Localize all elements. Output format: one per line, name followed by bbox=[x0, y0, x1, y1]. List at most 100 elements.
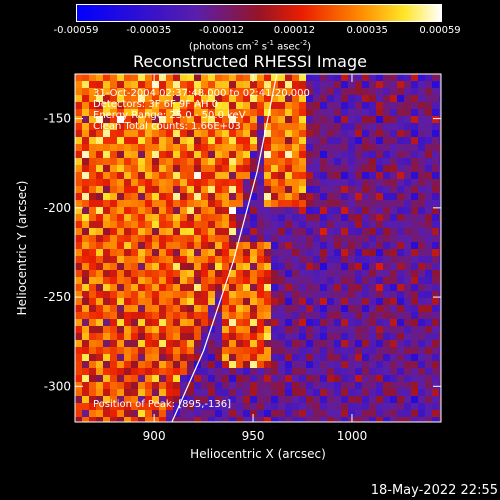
heatmap-cell bbox=[96, 291, 103, 298]
heatmap-cell bbox=[194, 326, 201, 333]
heatmap-cell bbox=[166, 214, 173, 221]
heatmap-cell bbox=[439, 74, 441, 81]
heatmap-cell bbox=[327, 410, 334, 417]
heatmap-cell bbox=[271, 88, 278, 95]
heatmap-cell bbox=[75, 319, 82, 326]
heatmap-cell bbox=[236, 361, 243, 368]
heatmap-cell bbox=[362, 382, 369, 389]
heatmap-cell bbox=[187, 361, 194, 368]
heatmap-cell bbox=[383, 165, 390, 172]
heatmap-cell bbox=[110, 361, 117, 368]
heatmap-cell bbox=[292, 165, 299, 172]
heatmap-cell bbox=[327, 319, 334, 326]
heatmap-cell bbox=[271, 207, 278, 214]
heatmap-cell bbox=[222, 403, 229, 410]
heatmap-cell bbox=[159, 158, 166, 165]
heatmap-cell bbox=[159, 123, 166, 130]
heatmap-cell bbox=[243, 165, 250, 172]
heatmap-cell bbox=[229, 102, 236, 109]
heatmap-cell bbox=[425, 361, 432, 368]
heatmap-cell bbox=[369, 410, 376, 417]
heatmap-cell bbox=[124, 249, 131, 256]
heatmap-cell bbox=[278, 109, 285, 116]
heatmap-cell bbox=[110, 172, 117, 179]
heatmap-cell bbox=[103, 277, 110, 284]
heatmap-cell bbox=[96, 123, 103, 130]
heatmap-cell bbox=[404, 375, 411, 382]
heatmap-cell bbox=[362, 340, 369, 347]
heatmap-cell bbox=[180, 277, 187, 284]
heatmap-cell bbox=[411, 102, 418, 109]
heatmap-cell bbox=[194, 375, 201, 382]
heatmap-cell bbox=[89, 319, 96, 326]
heatmap-cell bbox=[166, 109, 173, 116]
heatmap-cell bbox=[334, 221, 341, 228]
heatmap-cell bbox=[390, 333, 397, 340]
heatmap-cell bbox=[236, 284, 243, 291]
heatmap-cell bbox=[194, 333, 201, 340]
heatmap-cell bbox=[222, 312, 229, 319]
heatmap-cell bbox=[124, 221, 131, 228]
heatmap-cell bbox=[215, 305, 222, 312]
heatmap-cell bbox=[96, 326, 103, 333]
heatmap-cell bbox=[82, 130, 89, 137]
heatmap-cell bbox=[110, 347, 117, 354]
heatmap-cell bbox=[82, 284, 89, 291]
heatmap-cell bbox=[397, 291, 404, 298]
heatmap-cell bbox=[243, 242, 250, 249]
heatmap-cell bbox=[390, 410, 397, 417]
heatmap-cell bbox=[404, 200, 411, 207]
heatmap-cell bbox=[166, 95, 173, 102]
heatmap-cell bbox=[292, 403, 299, 410]
heatmap-cell bbox=[397, 403, 404, 410]
heatmap-cell bbox=[320, 375, 327, 382]
heatmap-cell bbox=[404, 389, 411, 396]
heatmap-cell bbox=[425, 333, 432, 340]
heatmap-cell bbox=[355, 144, 362, 151]
heatmap-cell bbox=[138, 179, 145, 186]
heatmap-cell bbox=[355, 88, 362, 95]
heatmap-cell bbox=[327, 193, 334, 200]
heatmap-cell bbox=[348, 207, 355, 214]
heatmap-cell bbox=[173, 193, 180, 200]
heatmap-cell bbox=[292, 312, 299, 319]
heatmap-cell bbox=[110, 277, 117, 284]
heatmap-cell bbox=[110, 137, 117, 144]
heatmap-cell bbox=[243, 298, 250, 305]
heatmap-cell bbox=[117, 74, 124, 81]
heatmap-cell bbox=[411, 319, 418, 326]
heatmap-cell bbox=[383, 270, 390, 277]
heatmap-cell bbox=[348, 298, 355, 305]
heatmap-cell bbox=[383, 102, 390, 109]
heatmap-cell bbox=[145, 109, 152, 116]
heatmap-cell bbox=[82, 228, 89, 235]
heatmap-cell bbox=[124, 354, 131, 361]
heatmap-cell bbox=[278, 263, 285, 270]
heatmap-cell bbox=[285, 375, 292, 382]
heatmap-cell bbox=[411, 109, 418, 116]
heatmap-cell bbox=[124, 368, 131, 375]
heatmap-cell bbox=[362, 347, 369, 354]
heatmap-cell bbox=[159, 354, 166, 361]
heatmap-cell bbox=[103, 158, 110, 165]
heatmap-cell bbox=[110, 305, 117, 312]
heatmap-cell bbox=[355, 74, 362, 81]
heatmap-cell bbox=[138, 389, 145, 396]
heatmap-cell bbox=[152, 186, 159, 193]
heatmap-cell bbox=[236, 81, 243, 88]
heatmap-cell bbox=[278, 130, 285, 137]
heatmap-cell bbox=[397, 228, 404, 235]
heatmap-cell bbox=[131, 151, 138, 158]
heatmap-cell bbox=[152, 375, 159, 382]
heatmap-cell bbox=[236, 291, 243, 298]
heatmap-cell bbox=[271, 291, 278, 298]
heatmap-cell bbox=[82, 396, 89, 403]
heatmap-cell bbox=[264, 214, 271, 221]
heatmap-cell bbox=[362, 151, 369, 158]
heatmap-cell bbox=[404, 417, 411, 422]
heatmap-cell bbox=[194, 298, 201, 305]
heatmap-cell bbox=[75, 172, 82, 179]
heatmap-cell bbox=[152, 361, 159, 368]
heatmap-cell bbox=[201, 256, 208, 263]
heatmap-cell bbox=[425, 221, 432, 228]
